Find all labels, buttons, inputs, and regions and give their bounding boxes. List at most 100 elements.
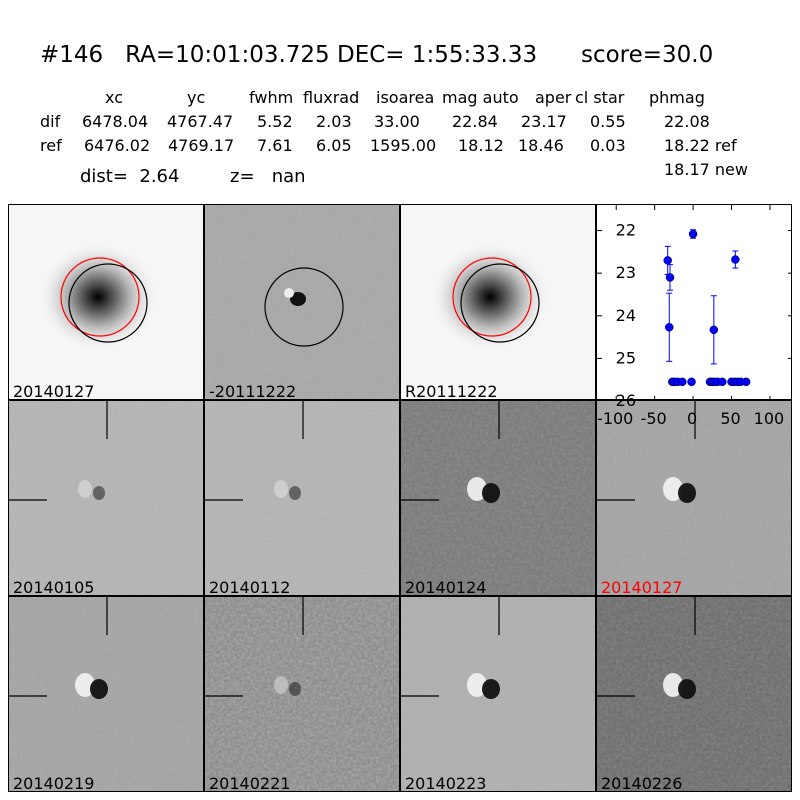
source-bright (467, 477, 487, 501)
light-curve-chart (597, 205, 791, 399)
panel-date-label: 20140105 (13, 578, 95, 596)
source-blob (284, 288, 294, 298)
source-bright (663, 477, 683, 501)
x-tick-label: -100 (597, 409, 633, 428)
column-header: phmag (649, 88, 705, 107)
cell-value: 33.00 (374, 112, 420, 131)
cell-value: 22.08 (664, 112, 710, 131)
cell-value: 0.55 (590, 112, 626, 131)
panel-date-label: 20140124 (405, 578, 487, 596)
y-tick-label: 23 (616, 263, 636, 282)
cutout-panel: -20111222 (204, 204, 400, 400)
source-bright (467, 673, 487, 697)
column-header: fluxrad (303, 88, 360, 107)
source-dark (678, 679, 696, 699)
source-dark (482, 679, 500, 699)
y-tick-label: 26 (616, 391, 636, 410)
column-header: fwhm (249, 88, 294, 107)
dist-value: dist= 2.64 (80, 166, 180, 187)
cutout-panel: 20140124 (400, 400, 596, 596)
column-header: cl star (575, 88, 625, 107)
column-header: mag auto (442, 88, 519, 107)
y-tick-label: 24 (616, 306, 636, 325)
black-aperture-circle (460, 263, 540, 343)
cutout-panel: 20140127 (8, 204, 204, 400)
data-point (665, 323, 674, 332)
red-aperture-circle (60, 257, 140, 337)
cutout-panel: 20140105 (8, 400, 204, 596)
light-curve-panel (596, 204, 792, 400)
source-bright (75, 673, 95, 697)
source-dark (289, 486, 301, 500)
cell-value: 18.12 (458, 136, 504, 155)
source-dark (289, 682, 301, 696)
source-bright (274, 480, 288, 498)
data-point (687, 377, 696, 387)
cell-value: 0.03 (590, 136, 626, 155)
cell-value: 6478.04 (82, 112, 149, 131)
black-aperture-circle (264, 267, 344, 347)
black-aperture-circle (68, 263, 148, 343)
cell-value: 18.46 (518, 136, 564, 155)
phmag-new: 18.17 new (664, 160, 748, 179)
cell-value: 23.17 (521, 112, 567, 131)
cutout-panel: R20111222 (400, 204, 596, 400)
cell-value: 18.22 ref (664, 136, 737, 155)
source-dark (93, 486, 105, 500)
panel-date-label: 20140223 (405, 774, 487, 792)
row-label: ref (40, 136, 62, 155)
cell-value: 2.03 (316, 112, 352, 131)
data-point (731, 255, 740, 264)
cell-value: 22.84 (452, 112, 498, 131)
cutout-panel: 20140221 (204, 596, 400, 792)
y-tick-label: 25 (616, 348, 636, 367)
source-bright (274, 676, 288, 694)
data-point (709, 325, 719, 335)
cutout-panel: 20140112 (204, 400, 400, 596)
z-value: z= nan (230, 166, 306, 187)
cutout-panel: 20140127 (596, 400, 792, 596)
column-header: isoarea (376, 88, 435, 107)
source-bright (663, 673, 683, 697)
cell-value: 4767.47 (167, 112, 234, 131)
data-point (688, 229, 698, 239)
panel-date-label: 20140226 (601, 774, 683, 792)
panel-date-label: 20140127 (601, 578, 683, 596)
data-point (718, 377, 727, 387)
x-tick-label: 50 (720, 409, 740, 428)
cell-value: 1595.00 (370, 136, 437, 155)
panel-date-label: R20111222 (405, 382, 498, 400)
panel-date-label: 20140112 (209, 578, 291, 596)
panel-date-label: -20111222 (209, 382, 297, 400)
cell-value: 7.61 (257, 136, 293, 155)
source-dark (90, 679, 108, 699)
panel-date-label: 20140127 (13, 382, 95, 400)
column-header: yc (187, 88, 206, 107)
light-curve-axes: 22 23 24 25 26-100 -50 0 50 100 (597, 221, 785, 428)
x-tick-label: 100 (754, 409, 785, 428)
source-blob (290, 292, 306, 306)
cell-value: 4769.17 (168, 136, 235, 155)
red-aperture-circle (452, 257, 532, 337)
cell-value: 6.05 (316, 136, 352, 155)
data-point (678, 377, 687, 387)
x-tick-label: 0 (687, 409, 697, 428)
source-bright (78, 480, 92, 498)
y-tick-label: 22 (616, 221, 636, 240)
panel-date-label: 20140219 (13, 774, 95, 792)
noise-texture (205, 401, 399, 595)
x-tick-label: -50 (641, 409, 667, 428)
cutout-panel: 20140223 (400, 596, 596, 792)
cutout-panel: 20140219 (8, 596, 204, 792)
source-dark (678, 483, 696, 503)
row-label: dif (40, 112, 61, 131)
column-header: xc (105, 88, 123, 107)
cutout-panel: 20140226 (596, 596, 792, 792)
noise-texture (9, 401, 203, 595)
data-point (741, 377, 751, 387)
cell-value: 5.52 (257, 112, 293, 131)
cell-value: 6476.02 (84, 136, 151, 155)
panel-date-label: 20140221 (209, 774, 291, 792)
column-header: aper (535, 88, 572, 107)
